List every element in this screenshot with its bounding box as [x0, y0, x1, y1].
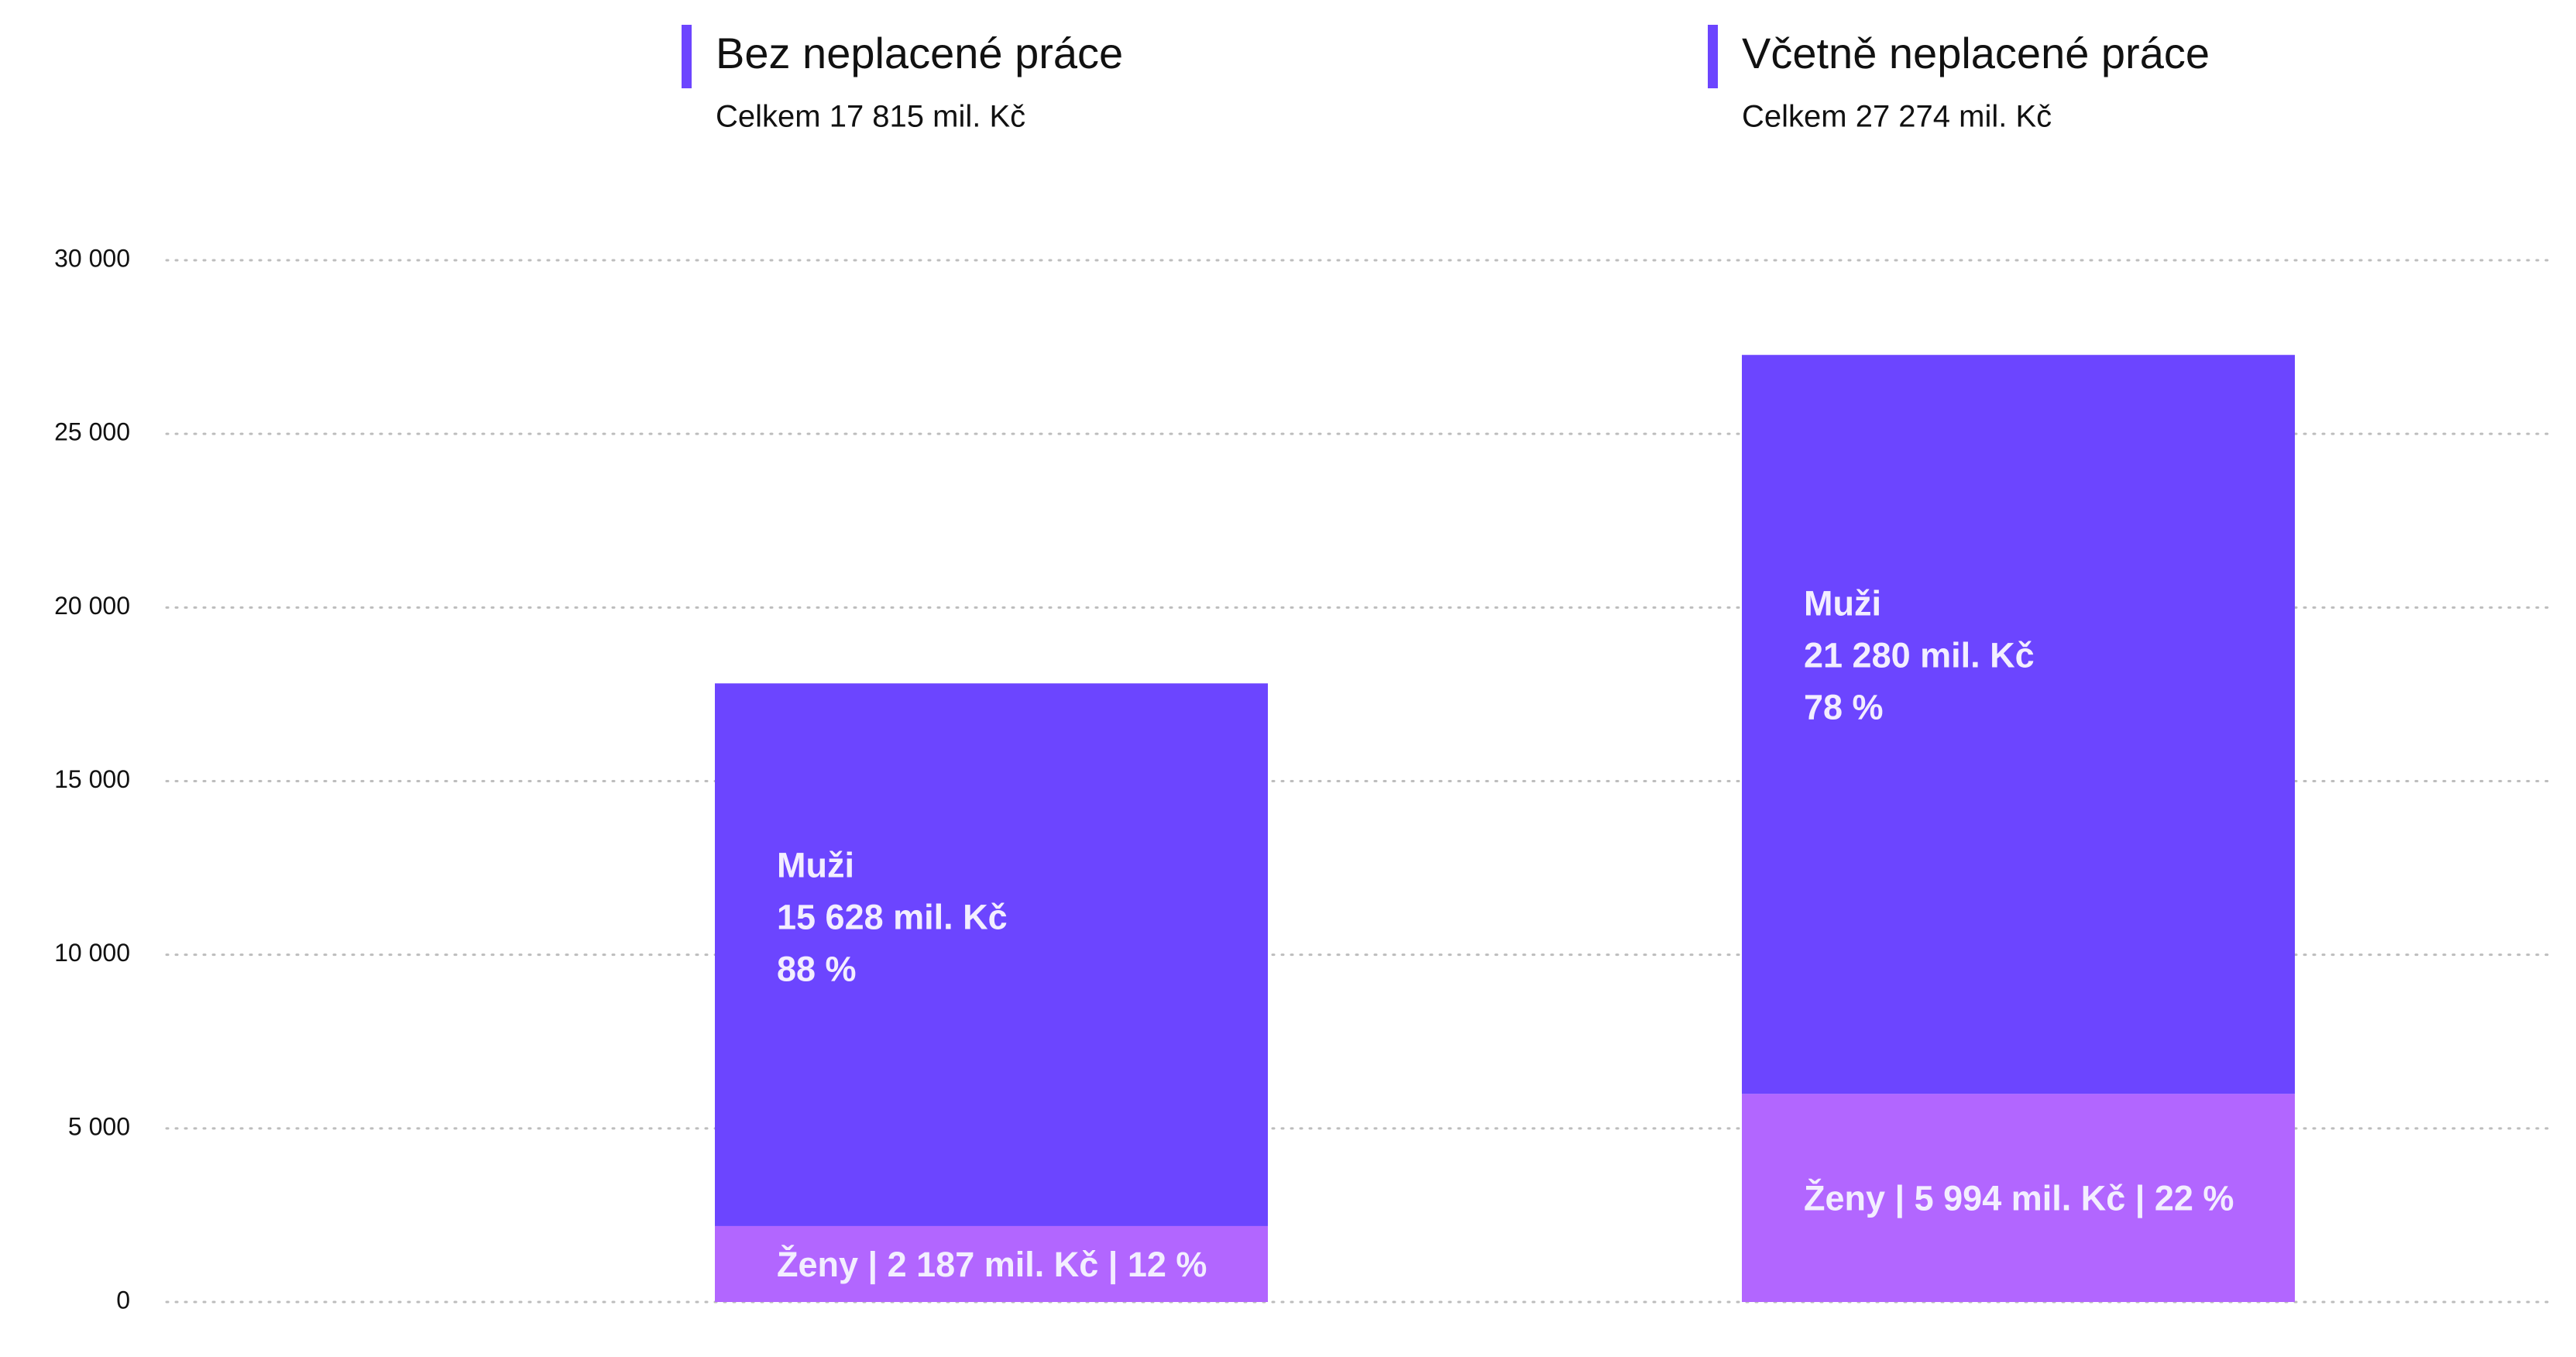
bar-segment-zeny [1742, 1094, 2295, 1302]
gridlines [165, 259, 2550, 1304]
bar-label-muzi: 21 280 mil. Kč [1804, 635, 2035, 675]
y-tick-label: 25 000 [54, 418, 130, 446]
header-marker [1708, 25, 1718, 88]
bar-label-zeny: Ženy | 5 994 mil. Kč | 22 % [1804, 1179, 2234, 1219]
bar-segment-zeny [715, 1225, 1268, 1302]
y-tick-label: 15 000 [54, 765, 130, 793]
y-tick-label: 0 [116, 1286, 130, 1314]
bar-label-zeny: Ženy | 2 187 mil. Kč | 12 % [777, 1245, 1207, 1285]
bars [715, 355, 2295, 1302]
bar-data-labels: Ženy | 2 187 mil. Kč | 12 % Muži 15 628 mi… [777, 583, 2234, 1284]
y-tick-label: 30 000 [54, 244, 130, 272]
bar-label-muzi: 88 % [777, 949, 857, 988]
category-headers: Bez neplacené práce Celkem 17 815 mil. Kč… [682, 25, 2210, 134]
bar-label-muzi: Muži [1804, 583, 1881, 623]
header-marker [682, 25, 692, 88]
category-total: Celkem 17 815 mil. Kč [716, 100, 1025, 134]
category-title: Včetně neplacené práce [1742, 29, 2210, 77]
category-total: Celkem 27 274 mil. Kč [1742, 100, 2052, 134]
bar-label-muzi: 78 % [1804, 687, 1884, 727]
y-tick-label: 5 000 [68, 1112, 130, 1140]
bar-segment-muzi [1742, 355, 2295, 1094]
y-tick-label: 20 000 [54, 592, 130, 620]
category-title: Bez neplacené práce [716, 29, 1123, 77]
y-axis-tick-labels: 0 5 000 10 000 15 000 20 000 25 000 30 000 [54, 244, 130, 1314]
bar-label-muzi: 15 628 mil. Kč [777, 897, 1008, 936]
bar-segment-muzi [715, 683, 1268, 1226]
bar-label-muzi: Muži [777, 845, 854, 885]
y-tick-label: 10 000 [54, 939, 130, 967]
